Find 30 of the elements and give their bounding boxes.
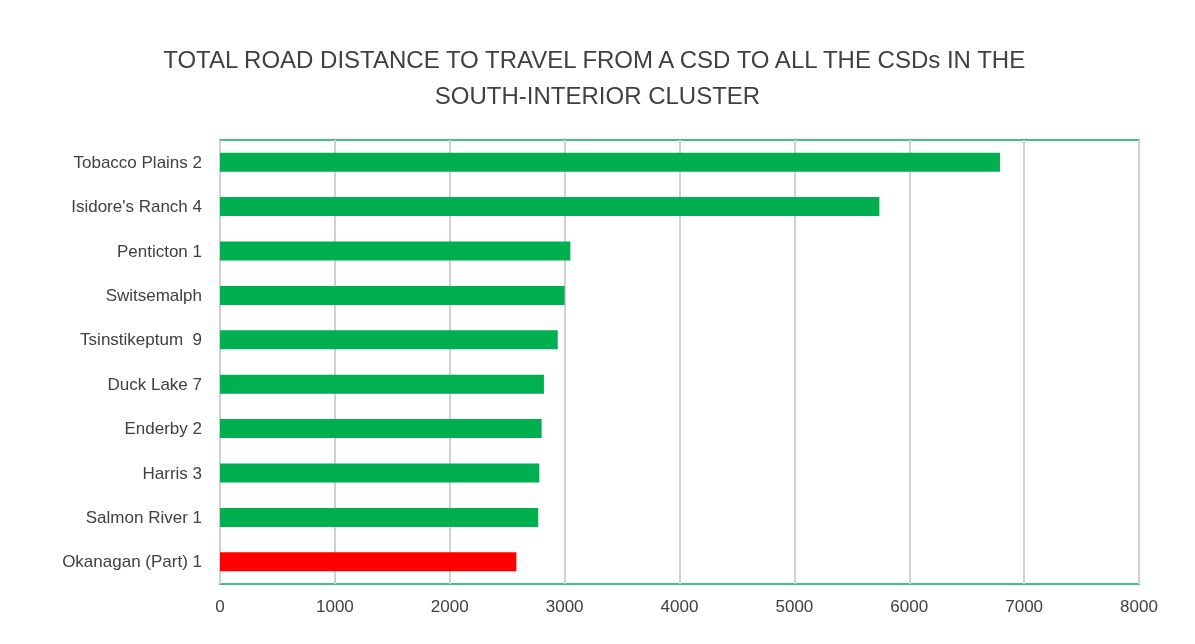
x-tick-label: 4000 xyxy=(660,597,699,616)
x-tick-label: 6000 xyxy=(890,597,929,616)
x-tick-label: 1000 xyxy=(315,597,354,616)
bar xyxy=(220,241,571,261)
y-tick-label: Switsemalph xyxy=(105,285,202,305)
y-tick-label: Okanagan (Part) 1 xyxy=(62,552,202,572)
bar xyxy=(220,152,1000,172)
bar xyxy=(220,463,540,483)
y-tick-label: Salmon River 1 xyxy=(85,507,202,527)
chart-title: TOTAL ROAD DISTANCE TO TRAVEL FROM A CSD TO ALL THE CSDs IN THE SOUTH-INTERIOR CLUSTER xyxy=(163,45,1032,109)
bar xyxy=(220,330,558,350)
y-tick-label: Tsinstikeptum 9 xyxy=(80,330,202,350)
x-tick-label: 3000 xyxy=(545,597,584,616)
x-tick-label: 7000 xyxy=(1005,597,1044,616)
x-tick-label: 2000 xyxy=(430,597,469,616)
y-tick-label: Penticton 1 xyxy=(116,241,202,261)
bar xyxy=(220,419,542,439)
bar xyxy=(220,197,880,217)
bar xyxy=(220,285,565,305)
x-tick-label: 8000 xyxy=(1120,597,1158,616)
y-tick-label: Duck Lake 7 xyxy=(107,374,202,394)
x-tick-label: 5000 xyxy=(775,597,814,616)
x-tick-label: 0 xyxy=(215,597,225,616)
y-tick-label: Isidore's Ranch 4 xyxy=(71,197,202,217)
y-tick-label: Harris 3 xyxy=(142,463,202,483)
bar xyxy=(220,507,539,527)
y-tick-label: Tobacco Plains 2 xyxy=(73,152,202,172)
bar xyxy=(220,552,517,572)
bar xyxy=(220,374,544,394)
y-tick-label: Enderby 2 xyxy=(124,419,202,439)
